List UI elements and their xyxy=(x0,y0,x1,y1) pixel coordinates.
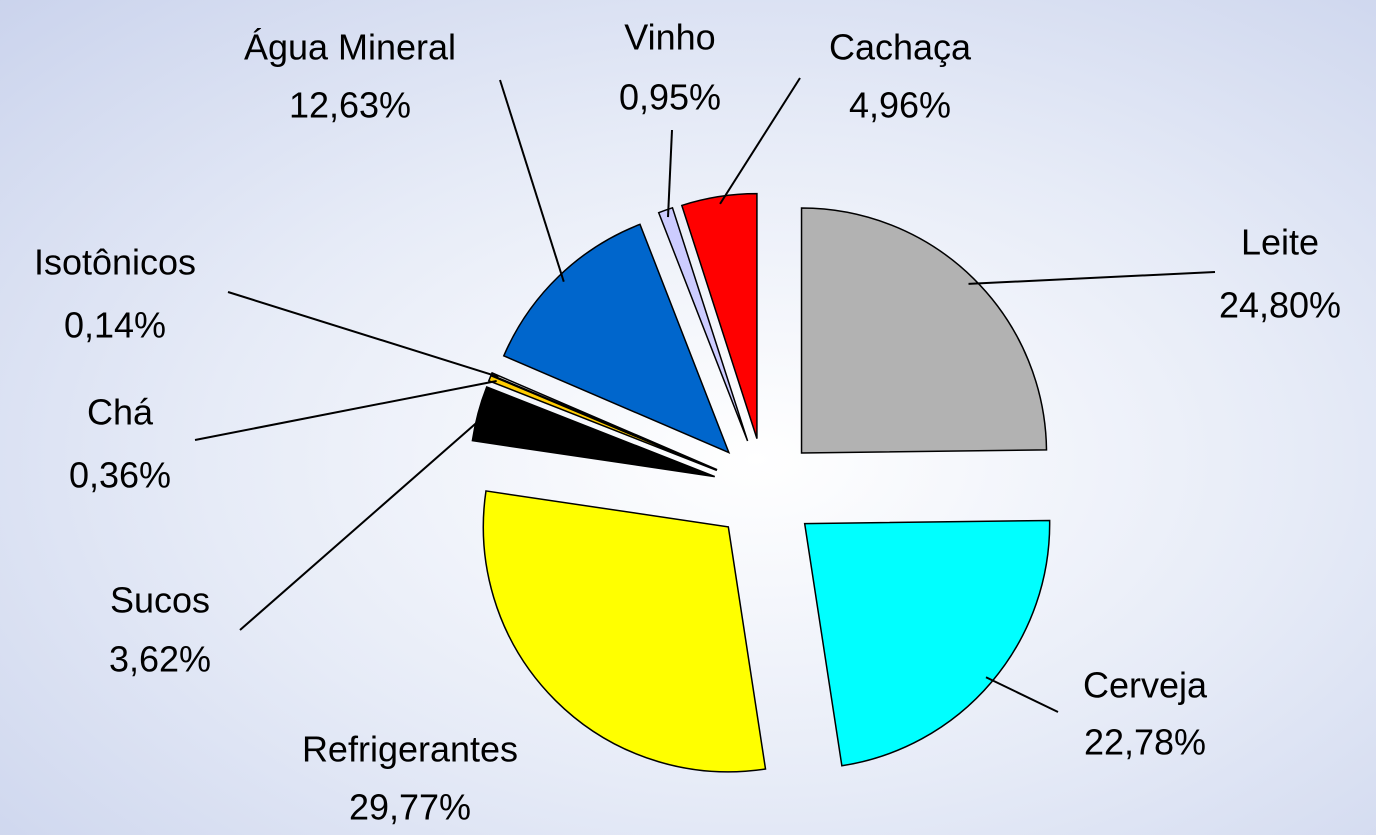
pie-slice xyxy=(487,374,718,472)
slice-label: Sucos xyxy=(110,580,210,621)
leader-line xyxy=(194,379,497,441)
pie-slice xyxy=(800,207,1048,454)
slice-value-label: 0,36% xyxy=(69,455,171,496)
leader-line xyxy=(719,77,801,205)
slice-value-label: 22,78% xyxy=(1084,722,1206,763)
pie-slice xyxy=(680,192,758,439)
slice-value-label: 3,62% xyxy=(109,639,211,680)
pie-slice xyxy=(482,490,767,773)
slice-label: Cerveja xyxy=(1083,665,1208,706)
pie-slice xyxy=(803,519,1051,767)
pie-slice xyxy=(502,223,731,454)
slice-label: Vinho xyxy=(624,17,715,58)
leader-line xyxy=(499,79,565,282)
leader-line xyxy=(227,291,499,378)
slice-value-label: 24,80% xyxy=(1219,285,1341,326)
slice-value-label: 0,14% xyxy=(64,305,166,346)
leader-line xyxy=(985,676,1059,713)
labels: Leite 24,80% Cerveja 22,78% Refrigerantes 29,… xyxy=(34,17,1341,828)
slice-label: Refrigerantes xyxy=(302,729,518,770)
pie-slice xyxy=(471,385,716,478)
leader-line xyxy=(968,271,1216,285)
pie xyxy=(471,192,1051,773)
slice-value-label: 4,96% xyxy=(849,85,951,126)
slice-label: Isotônicos xyxy=(34,242,196,283)
leader-line xyxy=(239,414,486,631)
slice-value-label: 12,63% xyxy=(289,85,411,126)
slice-label: Água Mineral xyxy=(244,27,456,68)
slice-label: Chá xyxy=(87,392,154,433)
pie-slice xyxy=(657,206,749,442)
leader-line xyxy=(667,129,673,218)
slice-value-label: 0,95% xyxy=(619,77,721,118)
slice-value-label: 29,77% xyxy=(349,787,471,828)
slice-label: Cachaça xyxy=(829,27,972,68)
slice-label: Leite xyxy=(1241,222,1319,263)
